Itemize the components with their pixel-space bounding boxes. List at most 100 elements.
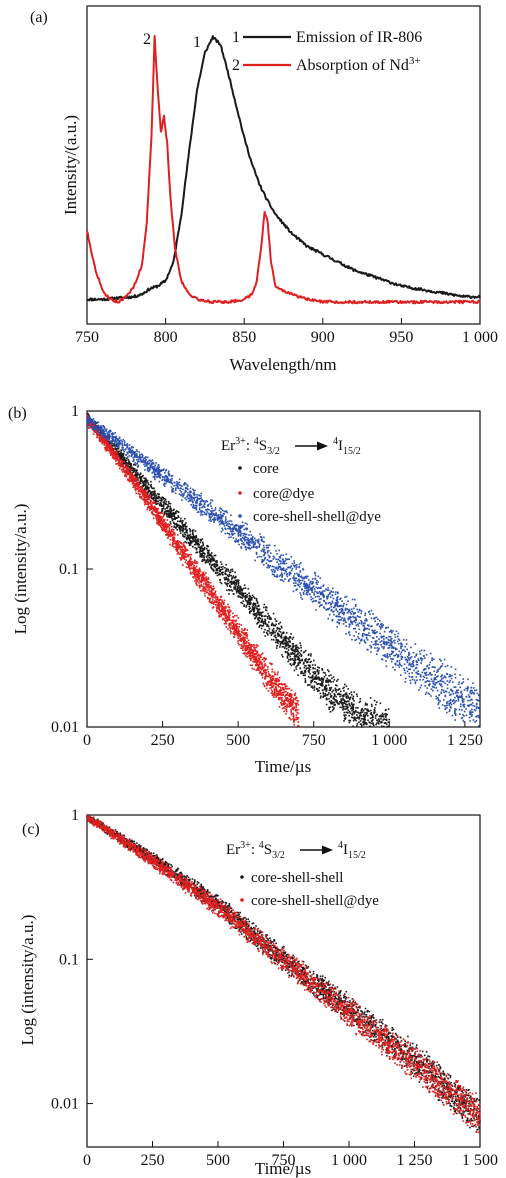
data-point [121,465,124,467]
data-point [236,588,238,591]
data-point [122,453,125,456]
data-point [278,633,280,636]
data-point [282,691,284,694]
data-point [237,630,239,633]
data-point [297,674,299,677]
data-point [361,726,363,728]
data-point [353,718,356,720]
data-point [430,688,433,690]
data-point [348,710,351,713]
data-point [184,535,186,538]
data-point [167,506,169,508]
data-point [259,666,261,669]
data-point [226,609,229,612]
data-point [195,579,198,581]
data-point [274,678,277,680]
data-point [275,558,278,561]
data-point [290,633,292,635]
data-point [182,554,185,556]
data-point [281,684,284,686]
data-point [141,475,144,478]
data-point [278,627,280,630]
data-point [102,438,104,441]
data-point [307,675,310,678]
data-point [147,506,150,509]
data-point [288,579,290,581]
data-point [345,625,348,628]
data-point [348,719,350,722]
data-point [234,632,237,634]
data-point [258,672,261,674]
data-point [236,579,239,581]
data-point [96,425,98,427]
data-point [197,540,200,543]
data-point [170,515,173,518]
data-point [295,696,298,699]
data-point [142,474,144,477]
data-point [194,559,196,562]
data-point [138,457,140,459]
data-point [274,636,277,639]
data-point [367,709,369,711]
data-point [280,633,283,636]
data-point [257,618,259,620]
data-point [207,585,210,588]
data-point [222,515,224,517]
data-point [278,630,281,632]
data-point [146,503,148,505]
data-point [233,623,235,626]
data-point [335,699,337,701]
data-point [278,640,281,643]
data-point [144,479,147,481]
data-point [195,573,197,576]
data-point [301,672,303,674]
data-point [220,508,223,510]
data-point [145,494,148,497]
data-point [277,639,279,641]
data-point [98,440,101,442]
data-point [194,566,196,569]
data-point [167,536,170,538]
data-point [106,442,109,445]
data-point [348,608,350,611]
data-point [194,573,196,576]
data-point [208,597,211,600]
data-point [279,631,282,633]
data-point [269,676,272,679]
data-point [286,699,289,702]
data-point [292,701,295,704]
data-point [155,514,158,516]
x-tick-label: 750 [75,329,99,346]
data-point [304,671,307,673]
data-point [248,647,251,649]
data-point [359,723,362,726]
data-point [306,661,308,663]
data-point [243,645,246,647]
data-point [315,678,318,680]
data-point [327,679,330,681]
data-point [112,450,114,453]
data-point [142,482,145,484]
data-point [156,518,158,521]
data-point [163,514,165,517]
data-point [164,510,167,513]
data-point [182,530,184,533]
data-point [292,706,294,709]
data-point [462,714,464,716]
data-point [214,601,217,603]
data-point [224,615,227,618]
data-point [316,688,318,690]
data-point [98,436,101,439]
data-point [145,463,147,465]
data-point [265,657,267,660]
data-point [266,681,269,683]
data-point [334,605,336,608]
data-point [127,458,130,461]
data-point [183,558,186,560]
data-point [200,545,203,548]
data-point [235,590,238,593]
data-point [213,593,216,595]
data-point [182,542,185,544]
data-point [142,490,145,492]
data-point [240,589,243,591]
